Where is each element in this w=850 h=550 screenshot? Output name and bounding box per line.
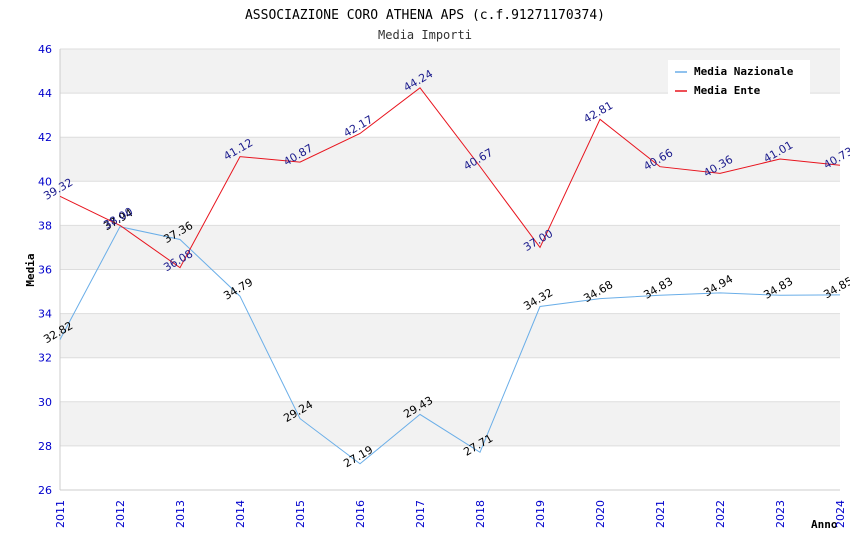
x-tick-label: 2011 (54, 500, 67, 528)
y-axis-label: Media (24, 253, 37, 286)
x-tick-label: 2023 (774, 500, 787, 528)
x-tick-label: 2019 (534, 500, 547, 528)
x-tick-label: 2022 (714, 500, 727, 528)
x-tick-label: 2021 (654, 500, 667, 528)
x-tick-label: 2012 (114, 500, 127, 528)
legend-label-media-nazionale: Media Nazionale (694, 65, 794, 78)
x-axis-label: Anno (811, 518, 838, 531)
x-tick-label: 2013 (174, 500, 187, 528)
legend-box (668, 60, 810, 98)
grid-band (60, 401, 840, 446)
x-tick-label: 2024 (834, 500, 847, 528)
y-tick-label: 26 (38, 484, 52, 497)
y-tick-label: 42 (38, 131, 52, 144)
x-tick-labels: 2011 2012 2013 2014 2015 2016 2017 2018 2019 2020… (54, 500, 847, 528)
x-tick-label: 2015 (294, 500, 307, 528)
grid-band (60, 225, 840, 270)
y-tick-label: 38 (38, 219, 52, 232)
x-tick-label: 2020 (594, 500, 607, 528)
chart-title: ASSOCIAZIONE CORO ATHENA APS (c.f.912711… (245, 8, 605, 23)
y-tick-labels: 26 28 30 32 34 36 38 40 42 44 46 (38, 43, 52, 497)
x-tick-label: 2018 (474, 500, 487, 528)
y-tick-label: 36 (38, 264, 52, 277)
grid-band (60, 137, 840, 182)
series-line-media-ente (59, 87, 841, 269)
series-lines (59, 87, 841, 465)
x-tick-label: 2016 (354, 500, 367, 528)
y-tick-label: 32 (38, 352, 52, 365)
y-tick-label: 44 (38, 87, 52, 100)
legend-label-media-ente: Media Ente (694, 84, 761, 97)
y-tick-label: 34 (38, 308, 52, 321)
legend: Media Nazionale Media Ente (668, 60, 810, 98)
y-tick-label: 28 (38, 440, 52, 453)
y-tick-label: 46 (38, 43, 52, 56)
y-tick-label: 40 (38, 175, 52, 188)
y-tick-label: 30 (38, 396, 52, 409)
chart-subtitle: Media Importi (378, 28, 472, 42)
grid-band (60, 313, 840, 358)
x-tick-label: 2014 (234, 500, 247, 528)
x-tick-label: 2017 (414, 500, 427, 528)
